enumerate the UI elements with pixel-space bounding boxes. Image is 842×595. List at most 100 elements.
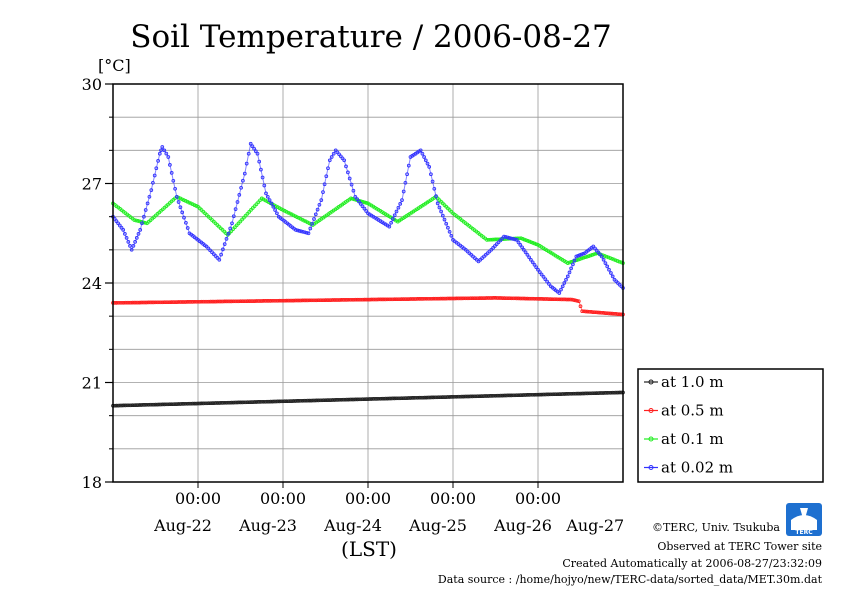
data-point — [189, 201, 193, 206]
data-point — [189, 401, 193, 406]
data-point — [293, 399, 298, 403]
data-point — [586, 254, 591, 258]
data-point — [327, 298, 331, 302]
data-point — [132, 218, 137, 222]
data-point — [369, 297, 374, 302]
data-point — [309, 298, 314, 303]
data-point — [151, 300, 156, 305]
data-point — [143, 208, 148, 212]
data-point — [316, 298, 321, 303]
data-point — [529, 392, 533, 397]
data-point — [576, 299, 581, 304]
data-point — [261, 299, 266, 303]
data-point — [559, 287, 563, 292]
data-point — [140, 221, 144, 226]
data-point — [350, 197, 355, 201]
data-point — [408, 396, 413, 400]
data-point — [134, 236, 139, 240]
data-point — [127, 300, 131, 305]
data-point — [447, 296, 452, 301]
data-point — [382, 297, 386, 302]
data-point — [189, 300, 193, 304]
data-point — [442, 296, 446, 301]
data-point — [142, 214, 146, 219]
data-point — [254, 400, 259, 404]
data-point — [433, 296, 438, 301]
data-point — [178, 300, 183, 304]
data-point — [117, 223, 122, 228]
data-point — [609, 271, 613, 275]
data-point — [203, 299, 207, 304]
data-point — [495, 296, 500, 300]
data-point — [572, 258, 577, 263]
data-point — [608, 390, 613, 395]
data-point — [401, 189, 406, 194]
data-point — [523, 393, 528, 397]
data-point — [467, 394, 471, 399]
data-point — [543, 297, 548, 301]
data-point — [463, 296, 468, 301]
y-tick-label: 21 — [82, 374, 102, 393]
data-point — [525, 239, 530, 243]
data-point — [413, 297, 418, 301]
data-point — [307, 398, 312, 403]
data-point — [366, 297, 370, 302]
data-point — [557, 297, 562, 302]
data-point — [311, 398, 315, 403]
data-point — [272, 399, 276, 404]
data-point — [555, 392, 560, 397]
data-point — [435, 201, 440, 206]
data-point — [185, 226, 190, 230]
data-point — [509, 236, 514, 241]
data-point — [197, 299, 202, 304]
data-point — [506, 296, 510, 301]
data-point — [185, 401, 190, 406]
data-point — [578, 391, 583, 396]
data-point — [504, 393, 508, 398]
data-point — [321, 298, 326, 303]
data-point — [550, 392, 555, 397]
data-point — [153, 300, 158, 305]
data-point — [322, 182, 327, 187]
data-point — [153, 402, 158, 407]
data-point — [571, 298, 576, 302]
series-layer — [111, 141, 625, 408]
data-point — [530, 260, 535, 265]
data-point — [545, 297, 549, 301]
data-point — [344, 397, 349, 402]
data-point — [513, 237, 517, 242]
data-point — [440, 395, 445, 399]
data-point — [248, 141, 253, 146]
data-point — [274, 399, 278, 404]
data-point — [530, 392, 535, 397]
data-point — [534, 392, 539, 397]
data-point — [389, 297, 393, 302]
data-point — [588, 253, 593, 258]
data-point — [389, 396, 393, 401]
tick-layer — [105, 83, 539, 488]
data-point — [229, 299, 234, 304]
data-point — [594, 310, 599, 315]
data-point — [498, 393, 503, 398]
data-point — [265, 194, 270, 199]
data-point — [286, 399, 291, 404]
data-point — [514, 296, 519, 301]
data-point — [176, 200, 181, 204]
data-point — [467, 296, 471, 301]
data-point — [567, 260, 572, 265]
data-point — [256, 400, 261, 404]
data-point — [215, 299, 220, 304]
data-point — [385, 396, 390, 401]
data-point — [518, 393, 523, 397]
data-point — [532, 262, 537, 267]
data-point — [328, 398, 333, 402]
data-point — [571, 391, 576, 396]
data-point — [495, 393, 500, 398]
data-point — [392, 213, 397, 218]
data-point — [321, 398, 326, 403]
data-point — [396, 297, 400, 302]
data-point — [164, 151, 169, 156]
data-point — [503, 235, 508, 239]
data-point — [428, 395, 432, 400]
data-point — [472, 394, 477, 399]
